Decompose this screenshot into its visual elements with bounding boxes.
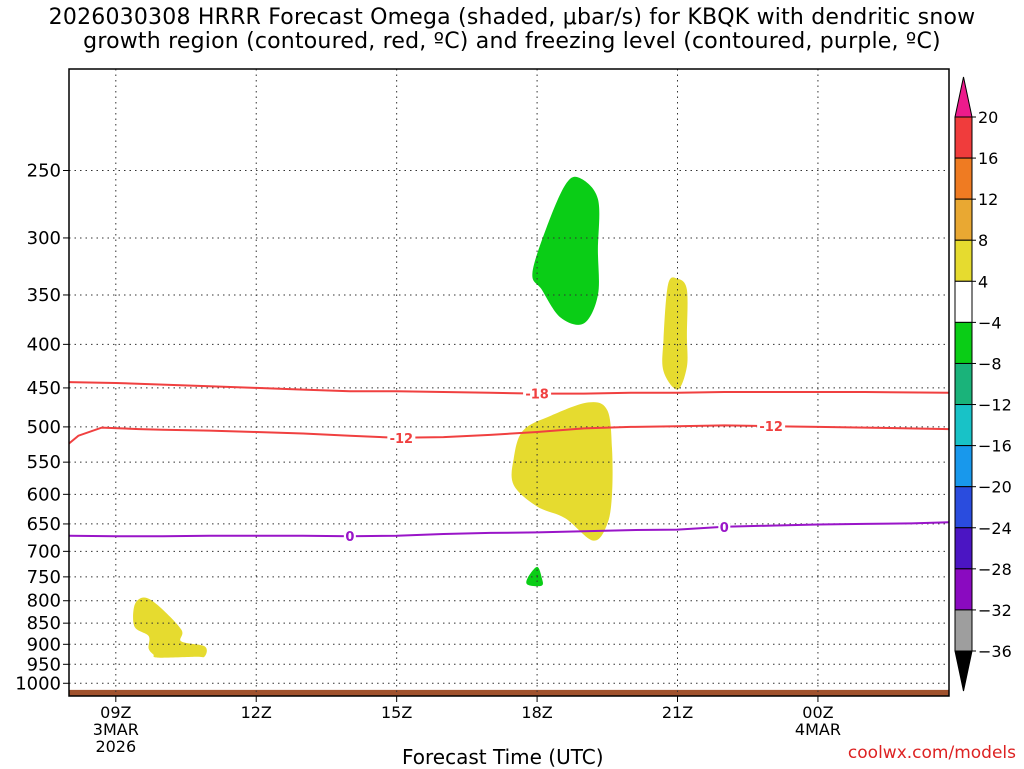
y-tick-label-300: 300	[27, 228, 61, 249]
y-axis: 2503003504004505005506006507007508008509…	[15, 161, 69, 694]
y-tick-label-350: 350	[27, 285, 61, 306]
colorbar-label-12: −32	[978, 601, 1012, 620]
colorbar-box-1	[954, 116, 973, 159]
colorbar-box-7	[954, 362, 973, 406]
y-tick-label-450: 450	[27, 378, 61, 399]
y-tick-label-250: 250	[27, 161, 61, 182]
omega-region-2	[532, 176, 600, 325]
contour-freezing-level	[68, 521, 950, 538]
contour-label-bg-freezing-level-1	[718, 519, 731, 534]
y-tick-label-400: 400	[27, 334, 61, 355]
colorbar-label-9: −20	[978, 478, 1012, 497]
y-tick-label-750: 750	[27, 567, 61, 588]
y-tick-label-700: 700	[27, 541, 61, 562]
chart-title-line2: growth region (contoured, red, ºC) and f…	[83, 29, 941, 54]
omega-region-5	[526, 566, 543, 587]
chart-title-line1: 2026030308 HRRR Forecast Omega (shaded, …	[48, 5, 976, 30]
omega-regions	[133, 176, 688, 658]
colorbar: 20 16 12 8 4 −4 −8 −12 −16 −20 −24 −28 −32 −36	[954, 76, 1012, 692]
colorbar-box-5	[954, 280, 973, 323]
contour-label-dgz-minus12-1: -12	[759, 420, 783, 435]
colorbar-label-3: 8	[978, 231, 988, 250]
colorbar-box-9	[954, 445, 973, 488]
colorbar-box-11	[954, 527, 973, 570]
contour-label-dgz-minus18-0: -18	[525, 388, 549, 403]
colorbar-box-12	[954, 568, 973, 611]
colorbar-box-3	[954, 198, 973, 241]
plot-frame	[68, 68, 950, 697]
y-tick-label-1000: 1000	[15, 673, 61, 694]
y-tick-label-900: 900	[27, 634, 61, 655]
grid-lines	[69, 69, 949, 696]
colorbar-label-7: −12	[978, 396, 1012, 415]
contour-label-freezing-level-0: 0	[345, 530, 354, 545]
x-tick-label-24-1: 4MAR	[795, 720, 841, 739]
colorbar-bottom-arrow	[954, 650, 973, 692]
colorbar-label-4: 4	[978, 272, 988, 291]
x-tick-label-9-0: 09Z	[100, 703, 131, 722]
credit-link[interactable]: coolwx.com/models	[847, 743, 1016, 763]
colorbar-label-13: −36	[978, 642, 1012, 661]
contour-dgz-minus12	[68, 424, 950, 445]
colorbar-top-arrow	[954, 76, 973, 118]
colorbar-box-2	[954, 157, 973, 200]
colorbar-label-8: −16	[978, 437, 1012, 456]
colorbar-label-0: 20	[978, 108, 998, 127]
colorbar-box-4	[954, 239, 973, 282]
colorbar-label-6: −8	[978, 354, 1002, 373]
contour-lines: -18 -12 -12 0 0	[68, 381, 950, 545]
omega-region-1	[133, 597, 207, 658]
colorbar-box-13	[954, 609, 973, 652]
colorbar-box-10	[954, 486, 973, 529]
colorbar-label-5: −4	[978, 313, 1002, 332]
y-tick-label-550: 550	[27, 452, 61, 473]
y-tick-label-800: 800	[27, 591, 61, 612]
x-tick-label-21-0: 21Z	[662, 703, 693, 722]
contour-label-bg-freezing-level-0	[343, 529, 356, 544]
colorbar-label-1: 16	[978, 149, 998, 168]
y-tick-label-850: 850	[27, 613, 61, 634]
y-tick-label-500: 500	[27, 417, 61, 438]
contour-label-bg-dgz-minus12-1	[757, 419, 786, 434]
x-tick-label-18-0: 18Z	[521, 703, 552, 722]
contour-label-bg-dgz-minus12-0	[387, 430, 416, 445]
colorbar-box-6	[954, 321, 973, 364]
x-tick-label-9-1: 3MAR	[93, 720, 139, 739]
ground-strip	[69, 689, 949, 696]
colorbar-label-2: 12	[978, 190, 998, 209]
contour-label-dgz-minus12-0: -12	[390, 432, 414, 447]
y-tick-label-600: 600	[27, 484, 61, 505]
y-tick-label-650: 650	[27, 514, 61, 535]
omega-region-4	[511, 402, 613, 541]
contour-label-freezing-level-1: 0	[720, 521, 729, 536]
x-tick-label-12-0: 12Z	[241, 703, 272, 722]
x-tick-label-9-2: 2026	[95, 737, 136, 756]
ground-fill	[69, 689, 949, 696]
colorbar-box-8	[954, 404, 973, 447]
contour-label-bg-dgz-minus18-0	[523, 386, 552, 401]
omega-region-3	[662, 277, 688, 390]
chart-title: 2026030308 HRRR Forecast Omega (shaded, …	[0, 6, 1024, 54]
x-axis-label: Forecast Time (UTC)	[402, 745, 604, 769]
x-tick-label-15-0: 15Z	[381, 703, 412, 722]
x-tick-label-24-0: 00Z	[802, 703, 833, 722]
contour-dgz-minus18	[68, 381, 950, 395]
y-tick-label-950: 950	[27, 654, 61, 675]
colorbar-label-10: −24	[978, 519, 1012, 538]
colorbar-label-11: −28	[978, 560, 1012, 579]
